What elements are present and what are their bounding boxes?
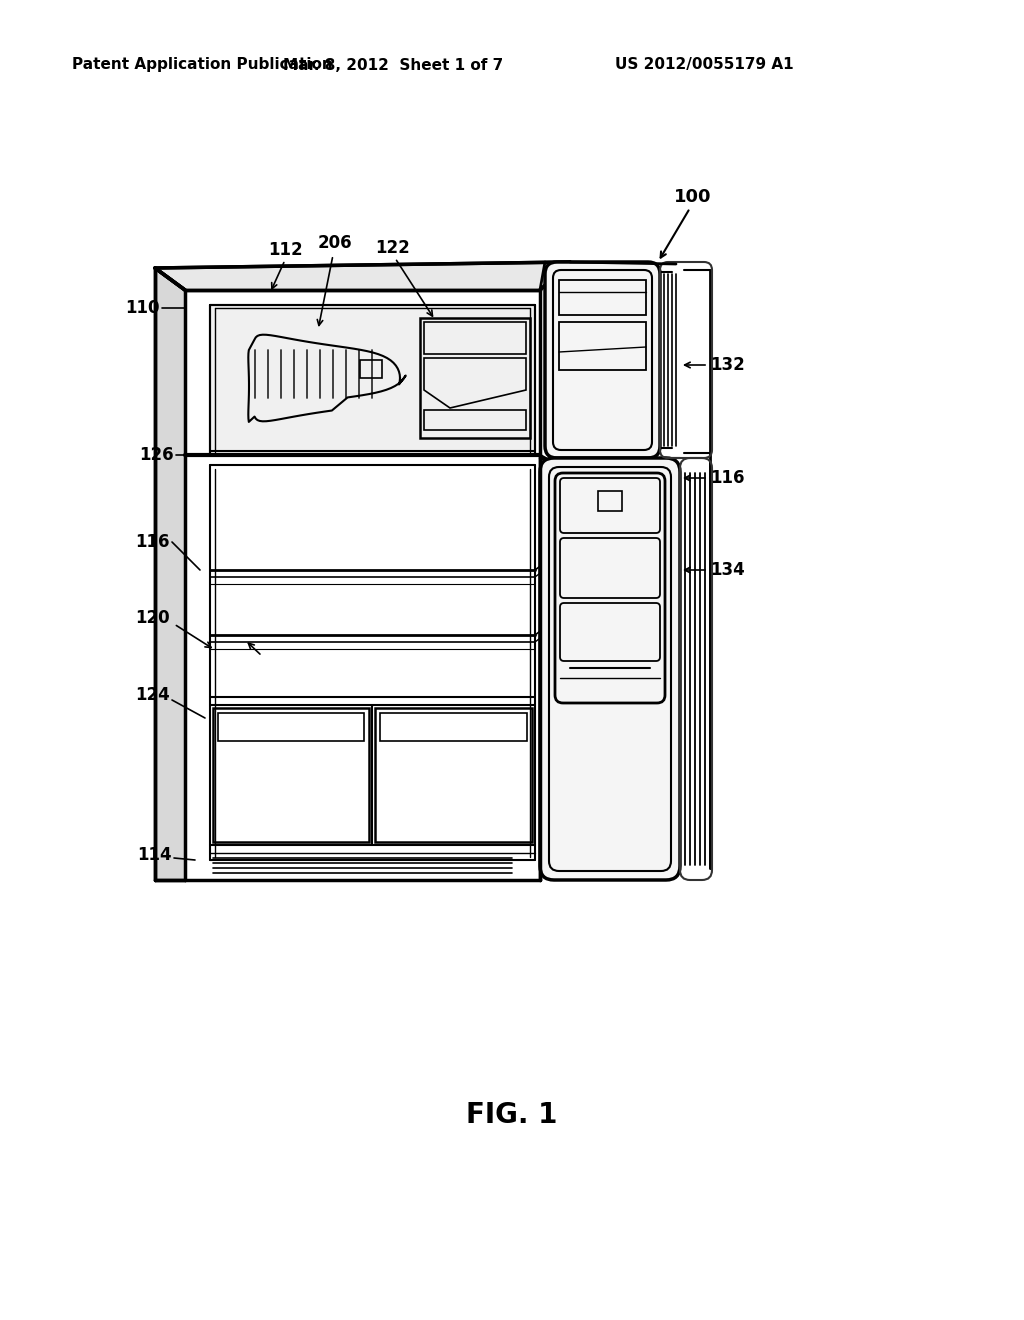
Bar: [213, 708, 369, 842]
Bar: [424, 411, 526, 430]
Text: 124: 124: [135, 686, 170, 704]
Polygon shape: [155, 261, 570, 290]
Text: 116: 116: [710, 469, 744, 487]
Text: 126: 126: [139, 446, 174, 465]
Text: 132: 132: [710, 356, 744, 374]
Text: 100: 100: [674, 187, 712, 206]
Bar: [420, 318, 530, 438]
Bar: [210, 305, 535, 455]
Bar: [185, 290, 540, 880]
Bar: [424, 322, 526, 354]
Text: US 2012/0055179 A1: US 2012/0055179 A1: [615, 58, 794, 73]
FancyBboxPatch shape: [540, 458, 680, 880]
Bar: [375, 708, 532, 842]
Bar: [559, 322, 646, 370]
Text: Patent Application Publication: Patent Application Publication: [72, 58, 333, 73]
Bar: [559, 280, 646, 315]
Text: 134: 134: [710, 561, 744, 579]
Text: 112: 112: [267, 242, 302, 259]
Text: 116: 116: [135, 533, 170, 550]
Text: 110: 110: [126, 300, 160, 317]
Text: FIG. 1: FIG. 1: [466, 1101, 558, 1129]
Text: Mar. 8, 2012  Sheet 1 of 7: Mar. 8, 2012 Sheet 1 of 7: [283, 58, 503, 73]
Text: 120: 120: [135, 609, 170, 627]
Polygon shape: [155, 268, 185, 880]
Text: 114: 114: [137, 846, 172, 865]
FancyBboxPatch shape: [545, 261, 660, 458]
Bar: [360, 360, 382, 378]
Text: 206: 206: [317, 234, 352, 252]
Text: 122: 122: [376, 239, 411, 257]
Bar: [218, 713, 364, 741]
Bar: [380, 713, 527, 741]
Bar: [598, 491, 622, 511]
